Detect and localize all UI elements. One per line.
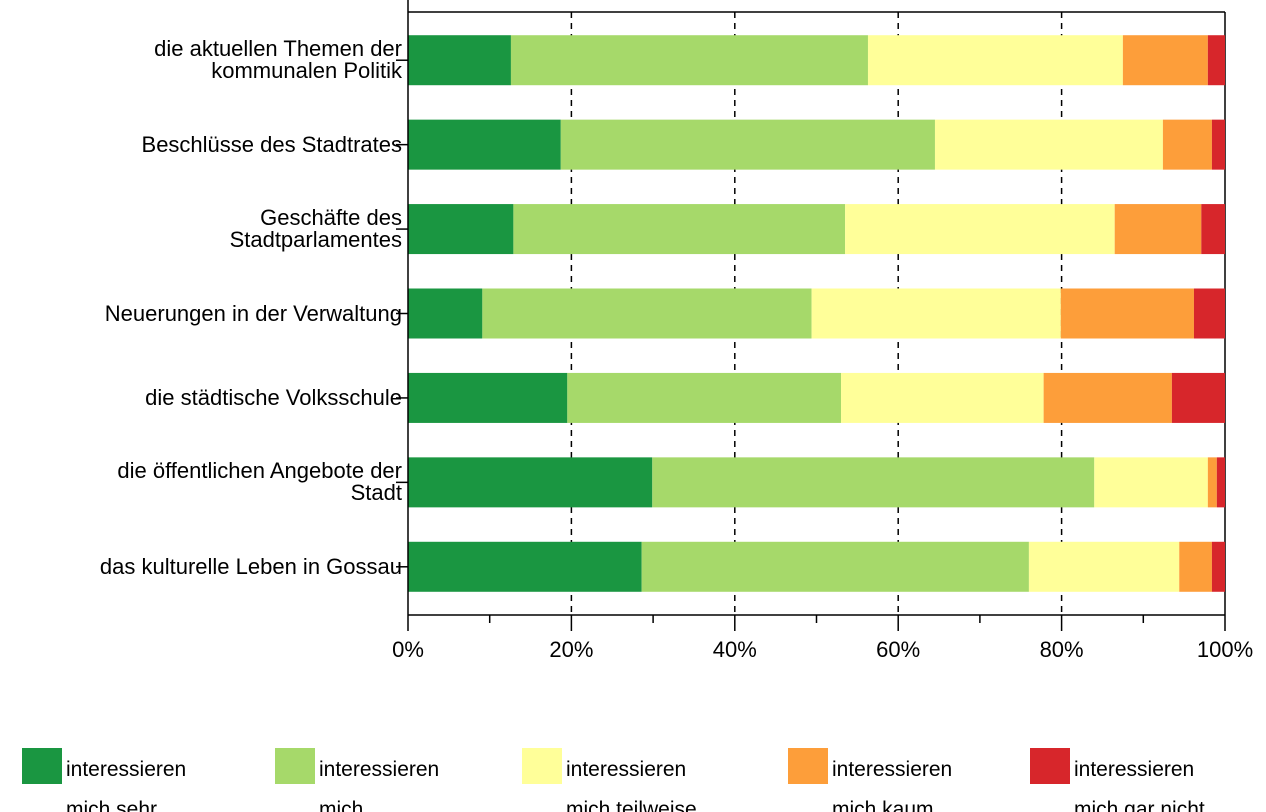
- legend-swatch: [1030, 748, 1070, 784]
- bar-segment: [1028, 541, 1180, 592]
- bar-segment: [1122, 35, 1208, 86]
- bar-segment: [408, 457, 653, 508]
- bar-segment: [1171, 372, 1225, 423]
- bar-segment: [1216, 457, 1225, 508]
- bar-segment: [510, 35, 868, 86]
- bar-segment: [1211, 541, 1225, 592]
- bar-segment: [1043, 372, 1172, 423]
- legend-swatch: [788, 748, 828, 784]
- x-tick-label: 0%: [392, 637, 424, 662]
- bar-segment: [1060, 288, 1194, 339]
- legend-label: interessieren mich sehr: [66, 758, 187, 812]
- bar-segment: [1162, 119, 1212, 170]
- legend-swatch: [522, 748, 562, 784]
- bar-segment: [1207, 35, 1225, 86]
- bar-segment: [1179, 541, 1212, 592]
- y-tick-label: Geschäfte des Stadtparlamentes: [229, 205, 402, 253]
- legend-label: interessieren mich gar nicht: [1074, 758, 1205, 812]
- legend-swatch: [22, 748, 62, 784]
- bar-segment: [482, 288, 812, 339]
- legend-swatch: [275, 748, 315, 784]
- x-tick-label: 100%: [1197, 637, 1253, 662]
- bar-segment: [408, 119, 561, 170]
- x-tick-label: 40%: [713, 637, 757, 662]
- bar-segment: [841, 372, 1044, 423]
- bar-segment: [867, 35, 1123, 86]
- x-tick-label: 80%: [1040, 637, 1084, 662]
- y-tick-label: das kulturelle Leben in Gossau: [99, 553, 402, 579]
- bar-segment: [408, 288, 483, 339]
- bar-segment: [1201, 204, 1225, 255]
- y-tick-label: Beschlüsse des Stadtrates: [141, 131, 402, 157]
- legend-label: interessieren mich teilweise: [566, 758, 697, 812]
- bar-segment: [408, 372, 568, 423]
- bar-segment: [408, 204, 514, 255]
- bar-segment: [567, 372, 842, 423]
- bar-segment: [934, 119, 1163, 170]
- y-tick-label: die aktuellen Themen der kommunalen Poli…: [154, 36, 402, 84]
- legend-label: interessieren mich kaum: [832, 758, 953, 812]
- x-tick-label: 20%: [549, 637, 593, 662]
- y-tick-label: Neuerungen in der Verwaltung: [104, 300, 402, 326]
- bar-segment: [845, 204, 1115, 255]
- bar-segment: [1193, 288, 1225, 339]
- bar-segment: [408, 35, 511, 86]
- bar-segment: [652, 457, 1095, 508]
- bar-segment: [560, 119, 935, 170]
- bar-segment: [1207, 457, 1217, 508]
- bar-segment: [641, 541, 1029, 592]
- bar-segment: [1211, 119, 1225, 170]
- y-tick-label: die öffentlichen Angebote der Stadt: [117, 458, 402, 506]
- bar-segment: [1094, 457, 1208, 508]
- legend-label: interessieren mich: [319, 758, 440, 812]
- x-tick-label: 60%: [876, 637, 920, 662]
- y-tick-label: die städtische Volksschule: [145, 384, 402, 410]
- bar-segment: [408, 541, 642, 592]
- bar-segment: [1114, 204, 1202, 255]
- bar-segment: [811, 288, 1061, 339]
- bar-segment: [513, 204, 846, 255]
